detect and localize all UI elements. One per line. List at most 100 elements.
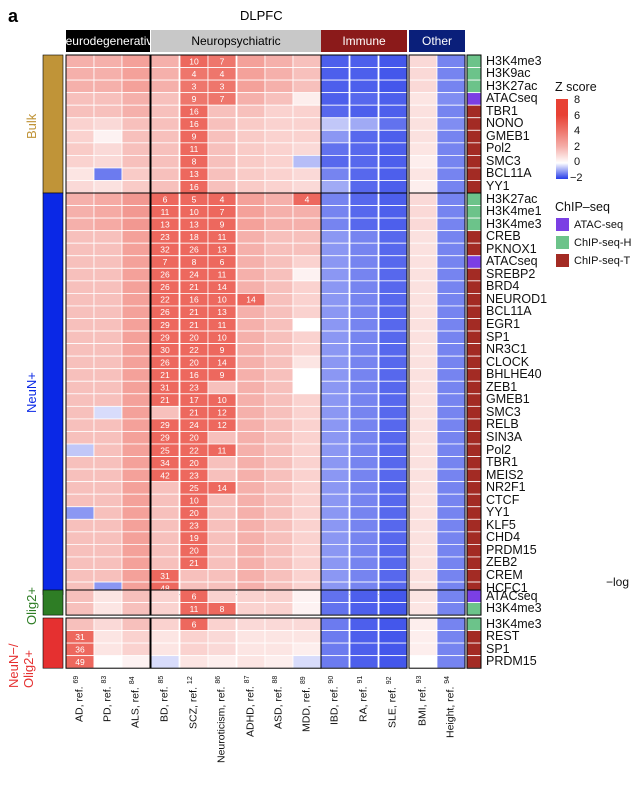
heatmap-cell — [378, 556, 408, 570]
heatmap-cell — [436, 544, 466, 558]
chip-type-cell — [466, 431, 482, 445]
heatmap-cell — [65, 192, 95, 206]
column-label: SCZ, ref. 12 — [187, 676, 200, 729]
cell-label: 25 — [189, 483, 199, 493]
heatmap-cell — [264, 292, 294, 307]
heatmap-cell — [408, 405, 438, 420]
heatmap-cell — [320, 117, 350, 131]
heatmap-cell — [264, 456, 294, 470]
cell-label: 21 — [189, 558, 199, 568]
heatmap-cell — [436, 630, 466, 644]
heatmap-cell — [121, 129, 151, 144]
heatmap-cell — [349, 630, 379, 644]
chip-type-cell — [466, 217, 482, 232]
column-label: RA, ref. 91 — [357, 676, 370, 722]
heatmap-cell — [408, 380, 438, 395]
heatmap-cell — [264, 493, 294, 508]
chip-type-cell — [466, 318, 482, 332]
heatmap-cell — [292, 117, 322, 131]
row-label: CLOCK — [486, 354, 530, 369]
heatmap-cell — [378, 355, 408, 370]
heatmap-cell — [349, 556, 379, 570]
block-label: NeuN+ — [24, 371, 39, 413]
heatmap-cell — [349, 142, 379, 156]
heatmap-cell — [207, 589, 237, 603]
heatmap-cell — [349, 330, 379, 344]
heatmap-cell — [320, 205, 350, 219]
cell-label: 7 — [220, 94, 225, 104]
cell-label: 26 — [189, 244, 199, 254]
heatmap-cell — [65, 456, 95, 470]
cell-label: 10 — [189, 56, 199, 66]
heatmap-cell — [236, 544, 266, 558]
heatmap-cell — [264, 117, 294, 131]
heatmap-cell — [264, 655, 294, 669]
cell-label: 23 — [160, 232, 170, 242]
heatmap-cell — [408, 117, 438, 131]
cell-label: 8 — [220, 604, 225, 614]
heatmap-cell — [408, 642, 438, 657]
chip-type-cell — [466, 230, 482, 244]
zscore-tick: 0 — [574, 156, 581, 168]
heatmap-cell — [207, 154, 237, 169]
heatmap-cell — [378, 129, 408, 144]
cell-label: 16 — [189, 295, 199, 305]
heatmap-cell — [65, 318, 95, 332]
heatmap-cell — [349, 192, 379, 206]
heatmap-cell — [121, 589, 151, 603]
heatmap-cell — [121, 531, 151, 545]
heatmap-cell — [436, 267, 466, 282]
row-label: REST — [486, 629, 520, 644]
row-label: ZEB1 — [486, 379, 518, 394]
heatmap-cell — [408, 544, 438, 558]
heatmap-cell — [436, 343, 466, 357]
chip-type-cell — [466, 368, 482, 382]
heatmap-cell — [93, 330, 123, 344]
heatmap-cell — [93, 180, 123, 194]
heatmap-cell — [65, 418, 95, 432]
heatmap-cell — [150, 180, 180, 194]
heatmap-cell — [320, 655, 350, 669]
group-border — [408, 589, 466, 616]
heatmap-cell — [264, 167, 294, 181]
heatmap-cell — [179, 569, 209, 583]
heatmap-cell — [378, 79, 408, 94]
heatmap-cell — [320, 104, 350, 119]
heatmap-cell — [349, 305, 379, 319]
row-label: H3K27ac — [486, 191, 538, 206]
cell-label: 7 — [220, 207, 225, 217]
zscore-colorbar — [556, 99, 568, 179]
heatmap-cell — [378, 493, 408, 508]
heatmap-cell — [236, 518, 266, 533]
row-label: SMC3 — [486, 404, 521, 419]
heatmap-cell — [236, 230, 266, 244]
heatmap-cell — [349, 380, 379, 395]
cell-label: 6 — [192, 619, 197, 629]
zscore-tick: 6 — [574, 109, 581, 122]
cell-label: 48 — [160, 583, 170, 593]
heatmap-cell — [121, 468, 151, 483]
heatmap-cell — [264, 380, 294, 395]
cell-label: 8 — [192, 157, 197, 167]
heatmap-cell — [121, 142, 151, 156]
heatmap-cell — [93, 280, 123, 294]
heatmap-cell — [264, 355, 294, 370]
heatmap-cell — [121, 167, 151, 181]
row-label: KLF5 — [486, 517, 516, 532]
heatmap-cell — [292, 292, 322, 307]
heatmap-cell — [349, 481, 379, 495]
cell-label: 19 — [189, 533, 199, 543]
heatmap-cell — [236, 405, 266, 420]
heatmap-cell — [65, 129, 95, 144]
heatmap-cell — [436, 642, 466, 657]
heatmap-cell — [207, 117, 237, 131]
column-label-ref: 12 — [187, 676, 194, 685]
zscore-tick: 8 — [574, 94, 581, 106]
heatmap-cell — [436, 318, 466, 332]
cell-label: 21 — [160, 370, 170, 380]
group-border — [320, 589, 408, 616]
cell-label: 11 — [218, 320, 227, 330]
chip-type-cell — [466, 617, 482, 631]
heatmap-cell — [264, 230, 294, 244]
group-border — [65, 617, 151, 669]
